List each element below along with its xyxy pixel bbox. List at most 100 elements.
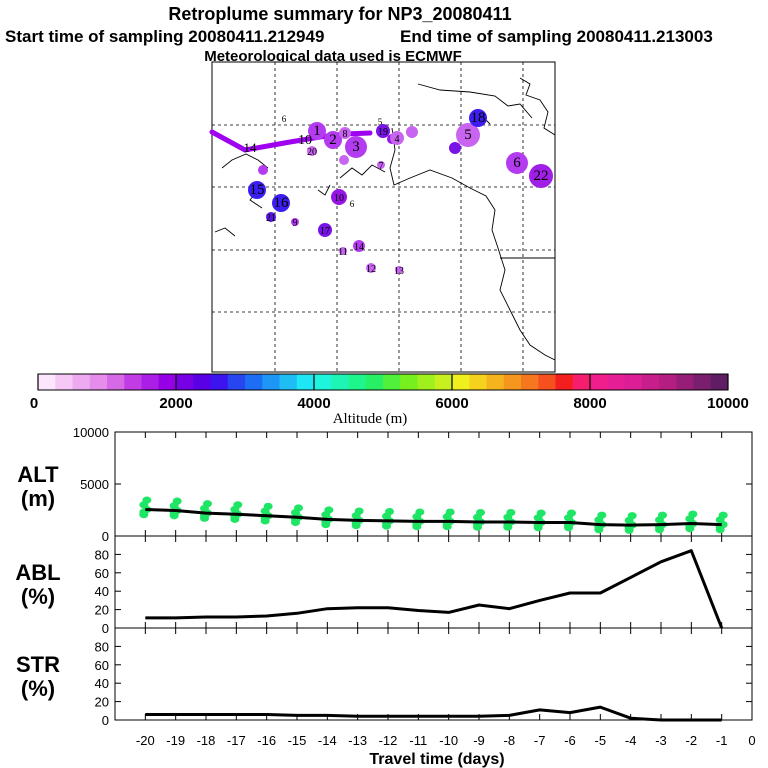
- map-frame: [211, 61, 556, 373]
- plume-circle: [258, 165, 268, 175]
- y-tick-label: 0: [102, 529, 109, 544]
- panel-frame: [114, 627, 753, 721]
- altitude-scatter-point: [203, 500, 212, 508]
- plume-day-label: 22: [534, 168, 549, 184]
- altitude-scatter-point: [688, 510, 698, 518]
- coastline: [389, 127, 556, 361]
- colorbar-swatch: [417, 374, 436, 390]
- altitude-scatter-point: [263, 502, 273, 510]
- time-series-panels: 0500010000ALT(m)020406080ABL(%)020406080…: [15, 425, 755, 768]
- colorbar-swatch: [538, 374, 556, 390]
- colorbar-swatch: [555, 374, 574, 390]
- coastline: [519, 77, 556, 136]
- series-line: [145, 705, 722, 722]
- colorbar-swatch: [245, 374, 263, 390]
- plume-day-label: 4: [395, 134, 400, 145]
- y-tick-label: 60: [95, 566, 109, 581]
- colorbar-swatch: [469, 374, 487, 390]
- x-tick-label: -19: [166, 733, 185, 748]
- plume-circle: [248, 181, 266, 199]
- colorbar-swatch: [641, 374, 660, 390]
- plume-circle: [406, 126, 418, 138]
- panel-y-label: STR: [16, 652, 60, 677]
- plume-circle: [318, 223, 332, 237]
- x-tick-label: -13: [348, 733, 367, 748]
- plume-day-label: 6: [350, 199, 355, 209]
- colorbar-swatch: [521, 374, 539, 390]
- plume-circle: [345, 136, 367, 158]
- x-tick-label: -6: [564, 733, 576, 748]
- colorbar-swatch: [176, 374, 194, 390]
- plume-circle: [456, 123, 480, 147]
- plume-day-label: 21: [266, 213, 276, 224]
- plume-day-label: 10: [298, 133, 312, 148]
- plume-circle: [272, 194, 290, 212]
- altitude-scatter-point: [506, 508, 516, 517]
- plume-day-label: 3: [352, 139, 360, 155]
- map-gridlines: [212, 62, 555, 372]
- colorbar-swatch: [107, 374, 125, 390]
- altitude-colorbar: 0 2000 4000 6000 8000 10000 Altitude (m): [30, 373, 749, 427]
- colorbar-swatch: [89, 374, 108, 390]
- coastline: [317, 184, 331, 196]
- x-tick-label: -4: [625, 733, 637, 748]
- panel-y-label: ABL: [15, 560, 60, 585]
- panel-y-label: ALT: [17, 462, 59, 487]
- panel-y-label: (%): [21, 584, 55, 609]
- plume-day-label: 11: [338, 247, 348, 258]
- plume-circle: [331, 189, 347, 205]
- plume-circle: [353, 240, 365, 252]
- x-axis-label: Travel time (days): [369, 751, 504, 768]
- plume-circle: [308, 122, 326, 140]
- colorbar-swatch: [72, 374, 91, 390]
- plume-day-label: 6: [513, 155, 521, 171]
- start-time-label: Start time of sampling 20080411.212949: [5, 27, 324, 46]
- y-tick-label: 0: [102, 713, 109, 728]
- y-tick-label: 20: [95, 603, 109, 618]
- altitude-scatter-point: [476, 508, 485, 517]
- colorbar-swatch: [158, 374, 177, 390]
- plume-day-label: 2: [329, 132, 337, 148]
- panel-frame: [114, 535, 753, 629]
- x-tick-label: -15: [288, 733, 307, 748]
- x-tick-label: -9: [473, 733, 485, 748]
- altitude-scatter-point: [627, 512, 637, 520]
- plume-circle: [529, 164, 553, 188]
- colorbar-tick-label: 10000: [707, 395, 749, 412]
- y-tick-label: 5000: [80, 477, 109, 492]
- colorbar-tick-label: 6000: [435, 395, 468, 412]
- figure-title: Retroplume summary for NP3_20080411: [168, 4, 511, 24]
- plume-circle: [307, 146, 317, 156]
- x-tick-label: -3: [655, 733, 667, 748]
- colorbar-swatch: [503, 374, 522, 390]
- x-tick-label: -17: [227, 733, 246, 748]
- plume-circle: [377, 161, 385, 169]
- colorbar-swatch: [572, 374, 591, 390]
- x-tick-label: -11: [409, 733, 427, 748]
- plume-day-label: 5: [464, 127, 472, 143]
- y-tick-label: 40: [95, 584, 109, 599]
- panel-y-label: (m): [21, 486, 55, 511]
- altitude-scatter-point: [536, 509, 546, 517]
- colorbar-swatch: [227, 374, 246, 390]
- y-tick-label: 80: [95, 639, 109, 654]
- plume-circle: [376, 124, 390, 138]
- plume-circle: [339, 127, 351, 139]
- altitude-scatter-point: [567, 509, 576, 517]
- plume-circle: [366, 263, 376, 273]
- plume-day-label: 13: [394, 266, 404, 277]
- plume-circle: [390, 131, 404, 145]
- colorbar-swatch: [624, 374, 643, 390]
- plume-circle: [291, 218, 299, 226]
- x-tick-label: 0: [748, 733, 755, 748]
- plume-circle: [469, 109, 487, 127]
- colorbar-axis-label: Altitude (m): [333, 411, 408, 427]
- colorbar-swatch: [296, 374, 315, 390]
- altitude-scatter-point: [597, 511, 607, 519]
- colorbar-swatch: [55, 374, 73, 390]
- colorbar-swatch: [262, 374, 280, 390]
- plume-day-label: 18: [471, 110, 486, 126]
